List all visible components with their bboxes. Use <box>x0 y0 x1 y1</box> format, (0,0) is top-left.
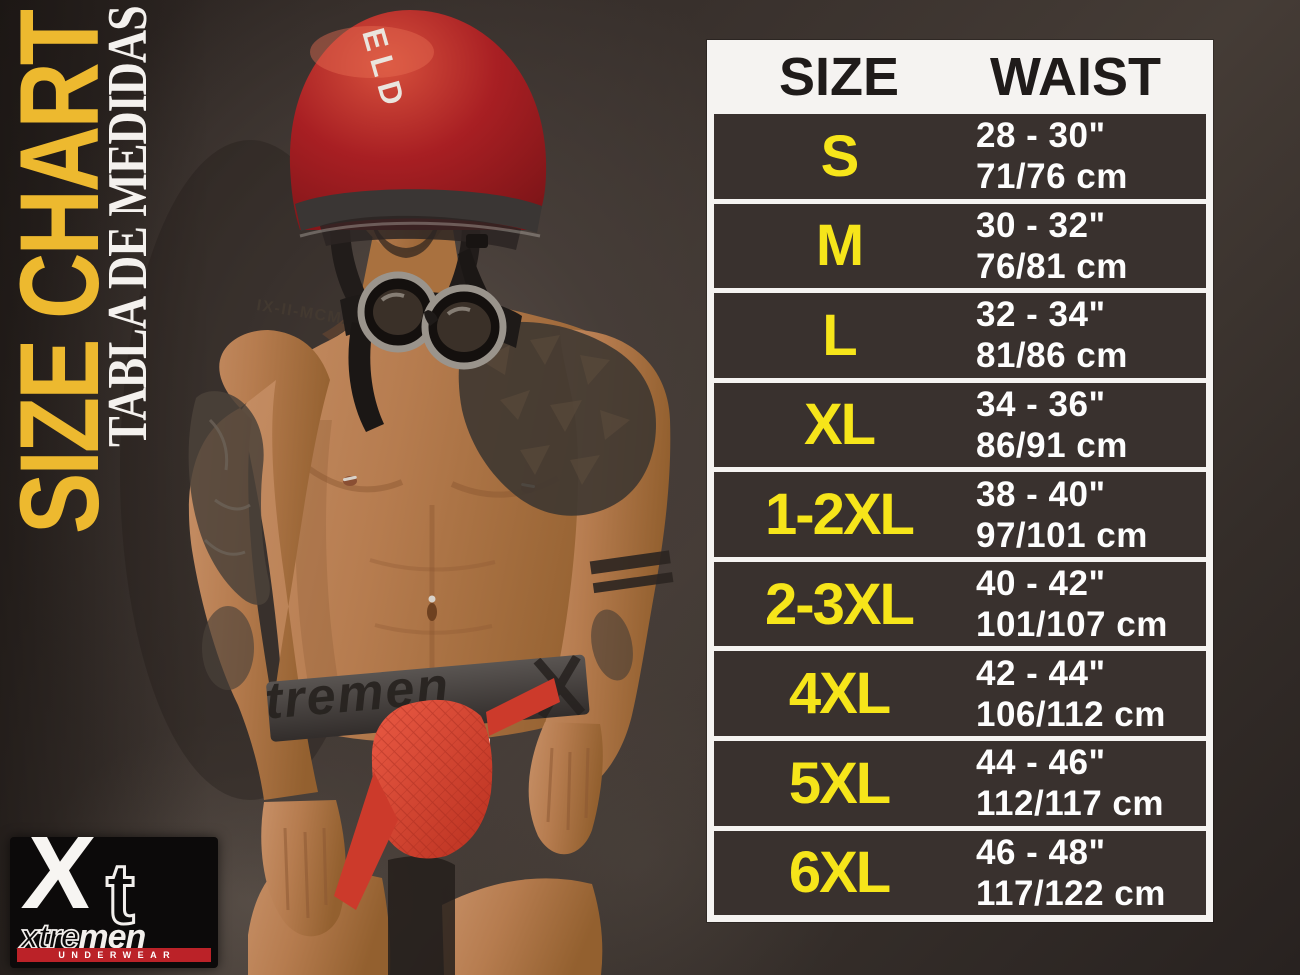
size-row: 4XL 42 - 44" 106/112 cm <box>714 651 1206 736</box>
waist-inches: 38 - 40" <box>976 474 1106 514</box>
logo-x-mark: X <box>17 837 100 931</box>
column-header-waist: WAIST <box>990 47 1161 107</box>
waist-inches: 30 - 32" <box>976 205 1106 245</box>
size-label: 1-2XL <box>765 482 915 548</box>
waist-inches: 44 - 46" <box>976 743 1106 783</box>
size-label: XL <box>803 392 876 458</box>
waist-inches: 32 - 34" <box>976 295 1106 335</box>
logo-underwear-bar: UNDERWEAR <box>17 948 211 962</box>
model-photo: IX-II-MCMXC ELD <box>188 10 674 975</box>
waist-cm: 97/101 cm <box>976 515 1148 555</box>
shoulder-tattoos: IX-II-MCMXC <box>188 297 656 690</box>
size-row: M 30 - 32" 76/81 cm <box>714 203 1206 289</box>
waist-values: 34 - 36" 86/91 cm <box>964 384 1206 466</box>
size-label: S <box>820 123 860 189</box>
waist-values: 42 - 44" 106/112 cm <box>964 653 1206 735</box>
armband-tattoo <box>589 550 674 594</box>
size-row: 2-3XL 40 - 42" 101/107 cm <box>714 561 1206 647</box>
size-label: 4XL <box>788 661 891 727</box>
size-label: 2-3XL <box>765 571 915 637</box>
size-table: SIZE WAIST S 28 - 30" 71/76 cm M 30 - 32… <box>707 40 1213 922</box>
waist-cm: 76/81 cm <box>976 246 1128 286</box>
waist-values: 28 - 30" 71/76 cm <box>964 115 1206 197</box>
logo-t-mark: t <box>105 846 137 942</box>
waist-values: 38 - 40" 97/101 cm <box>964 474 1206 556</box>
size-row: 5XL 44 - 46" 112/117 cm <box>714 740 1206 826</box>
underwear-pouch <box>334 678 560 910</box>
waist-inches: 34 - 36" <box>976 384 1106 424</box>
size-label: L <box>822 302 857 368</box>
waist-cm: 101/107 cm <box>976 605 1168 645</box>
waist-cm: 71/76 cm <box>976 157 1128 197</box>
column-header-size: SIZE <box>778 47 900 107</box>
waist-cm: 106/112 cm <box>976 694 1166 734</box>
page-subtitle: TABLA DE MEDIDAS <box>95 6 158 447</box>
waist-cm: 86/91 cm <box>976 425 1128 465</box>
size-row: 1-2XL 38 - 40" 97/101 cm <box>714 472 1206 557</box>
brand-logo: X t xtremen UNDERWEAR <box>10 837 218 968</box>
table-header-row: SIZE WAIST <box>714 40 1206 114</box>
waist-cm: 112/117 cm <box>976 784 1164 824</box>
waist-inches: 40 - 42" <box>976 564 1106 604</box>
waist-inches: 46 - 48" <box>976 832 1106 872</box>
size-row: XL 34 - 36" 86/91 cm <box>714 382 1206 468</box>
waist-values: 30 - 32" 76/81 cm <box>964 205 1206 287</box>
size-row: S 28 - 30" 71/76 cm <box>714 114 1206 199</box>
waist-inches: 42 - 44" <box>976 653 1106 693</box>
size-row: L 32 - 34" 81/86 cm <box>714 293 1206 378</box>
waist-values: 46 - 48" 117/122 cm <box>964 832 1206 914</box>
goggles <box>340 271 522 432</box>
size-row: 6XL 46 - 48" 117/122 cm <box>714 830 1206 916</box>
waist-inches: 28 - 30" <box>976 116 1106 156</box>
waist-cm: 81/86 cm <box>976 336 1128 376</box>
size-label: M <box>815 213 864 279</box>
waist-cm: 117/122 cm <box>976 873 1166 913</box>
waist-values: 44 - 46" 112/117 cm <box>964 742 1206 824</box>
waist-values: 32 - 34" 81/86 cm <box>964 294 1206 376</box>
size-label: 5XL <box>788 750 891 816</box>
size-label: 6XL <box>788 840 891 906</box>
waist-values: 40 - 42" 101/107 cm <box>964 563 1206 645</box>
table-body: S 28 - 30" 71/76 cm M 30 - 32" 76/81 cm … <box>714 114 1206 916</box>
